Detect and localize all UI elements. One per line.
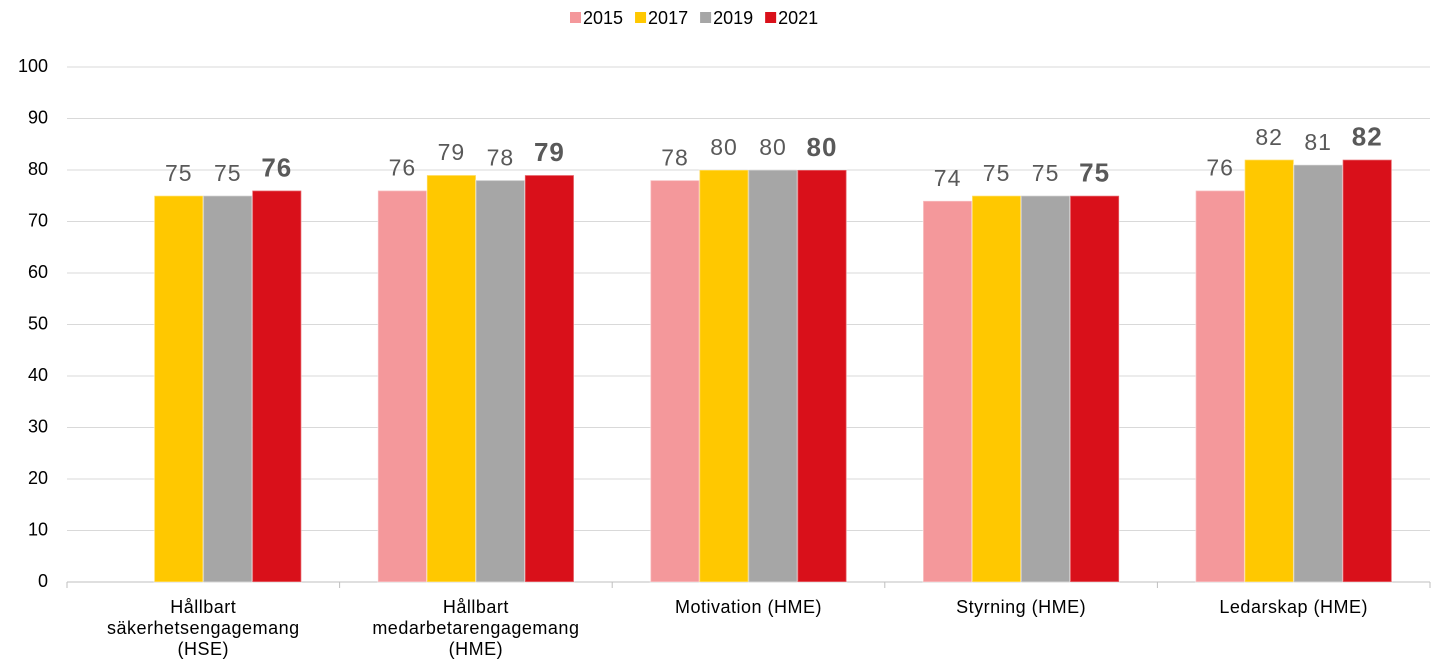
data-label: 78 — [661, 144, 689, 170]
bar — [153, 195, 205, 583]
bar — [1194, 189, 1246, 583]
bar — [524, 174, 575, 583]
y-tick-label: 0 — [38, 571, 48, 591]
y-tick-label: 60 — [28, 262, 48, 282]
legend-swatch — [635, 12, 647, 23]
bar — [971, 195, 1022, 583]
bar — [1020, 195, 1071, 583]
bar — [202, 195, 254, 583]
legend-swatch — [765, 12, 777, 23]
bar — [251, 189, 303, 583]
y-tick-label: 80 — [28, 159, 48, 179]
y-tick-label: 70 — [28, 210, 48, 230]
bar — [649, 179, 701, 583]
bar — [377, 189, 428, 583]
legend-label: 2019 — [713, 8, 753, 28]
bar — [475, 179, 526, 583]
data-label: 75 — [165, 160, 193, 186]
bar — [1292, 164, 1344, 583]
data-label: 82 — [1255, 124, 1283, 150]
data-label: 76 — [261, 152, 292, 182]
legend-label: 2015 — [583, 8, 623, 28]
bar — [698, 169, 750, 583]
data-label: 80 — [759, 134, 787, 160]
bar — [426, 174, 477, 583]
data-label: 78 — [487, 144, 515, 170]
bar — [922, 200, 973, 583]
data-label: 76 — [389, 155, 417, 181]
data-label: 82 — [1352, 122, 1383, 152]
x-tick-label: Hållbart medarbetarengagemang (HME) — [372, 597, 580, 659]
data-label: 80 — [710, 134, 738, 160]
legend-label: 2017 — [648, 8, 688, 28]
bar — [747, 169, 799, 583]
data-label: 75 — [1079, 158, 1110, 188]
x-tick-label: Motivation (HME) — [674, 597, 823, 617]
y-tick-label: 40 — [28, 365, 48, 385]
legend-swatch — [570, 12, 581, 23]
x-tick-label: Hållbart säkerhetsengagemang (HSE) — [106, 597, 300, 659]
x-tick-label: Ledarskap (HME) — [1219, 597, 1368, 617]
data-label: 76 — [1206, 155, 1234, 181]
y-tick-label: 20 — [28, 468, 48, 488]
bar — [1243, 158, 1295, 583]
legend-swatch — [700, 12, 712, 23]
y-tick-label: 100 — [18, 56, 48, 76]
y-tick-label: 50 — [28, 313, 48, 333]
y-tick-label: 10 — [28, 519, 48, 539]
x-tick-label: Styrning (HME) — [956, 597, 1087, 617]
y-tick-label: 90 — [28, 107, 48, 127]
legend-label: 2021 — [778, 8, 818, 28]
data-label: 80 — [807, 132, 838, 162]
data-label: 81 — [1304, 129, 1332, 155]
data-label: 74 — [934, 165, 962, 191]
data-label: 79 — [438, 139, 466, 165]
y-tick-label: 30 — [28, 416, 48, 436]
data-label: 75 — [1032, 160, 1060, 186]
bar — [1341, 158, 1393, 583]
data-label: 75 — [214, 160, 242, 186]
bar — [796, 169, 848, 583]
data-label: 79 — [534, 137, 565, 167]
data-label: 75 — [983, 160, 1011, 186]
bar — [1069, 195, 1120, 583]
